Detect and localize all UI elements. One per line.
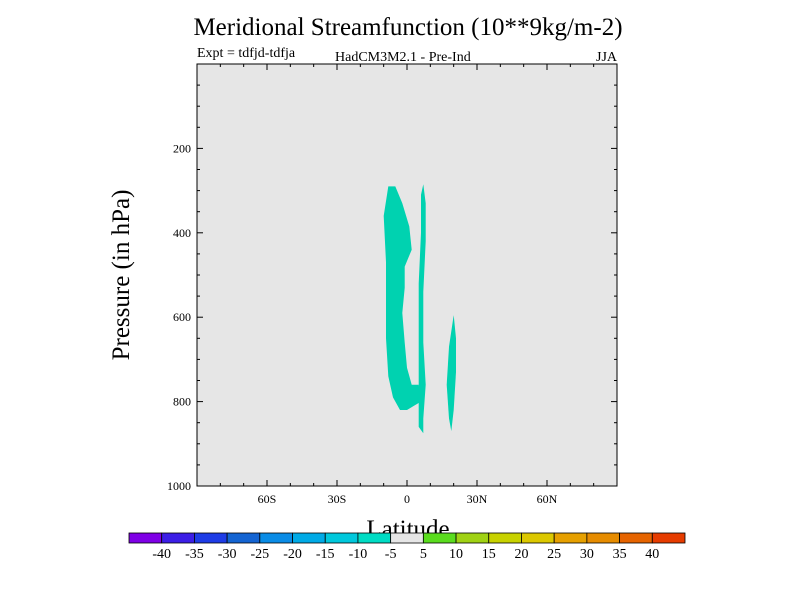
colorbar-label: 30 [580,547,594,562]
colorbar-swatch [651,532,686,544]
colorbar-label: 5 [420,547,427,562]
x-tick-label: 30N [467,492,488,506]
colorbar-label: -15 [316,547,335,562]
colorbar-label: 20 [514,547,528,562]
colorbar-label: -40 [152,547,171,562]
colorbar-label: 15 [482,547,496,562]
colorbar-swatch [226,532,261,544]
chart-title: Meridional Streamfunction (10**9kg/m-2) [193,14,623,41]
colorbar-label: -20 [283,547,302,562]
colorbar-swatch [553,532,588,544]
region-equatorial-band [383,186,421,410]
colorbar-label: -35 [185,547,204,562]
y-tick-label: 800 [173,395,191,409]
plot-background [197,64,617,486]
colorbar-swatch [194,532,228,544]
colorbar-swatch [357,532,392,544]
colorbar-swatch [161,532,195,544]
colorbar-swatch [586,532,620,544]
colorbar-label: -25 [250,547,269,562]
colorbar-swatch [292,532,326,544]
colorbar-label: 35 [613,547,627,562]
colorbar-swatch [455,532,490,544]
y-tick-label: 1000 [167,479,191,493]
x-tick-label: 60N [537,492,558,506]
model-label: HadCM3M2.1 - Pre-Ind [335,50,471,65]
colorbar-label: 40 [645,547,659,562]
colorbar-swatch [259,532,293,544]
colorbar-swatch [324,532,359,544]
colorbar-swatch [390,532,424,544]
x-tick-label: 30S [328,492,347,506]
y-tick-label: 600 [173,310,191,324]
colorbar-label: -10 [349,547,368,562]
colorbar-swatch [488,532,522,544]
colorbar-swatch [422,532,457,544]
colorbar-swatch [128,532,163,544]
colorbar-swatch [521,532,555,544]
x-tick-label: 60S [258,492,277,506]
region-6n-band [418,184,426,434]
x-tick-label: 0 [404,492,410,506]
colorbar-label: 10 [449,547,463,562]
y-tick-label: 200 [173,141,191,155]
colorbar-label: 25 [547,547,561,562]
colorbar-label: -30 [218,547,237,562]
colorbar-swatch [619,532,653,544]
experiment-label: Expt = tdfjd-tdfja [197,46,296,61]
y-tick-label: 400 [173,226,191,240]
colorbar-label: -5 [385,547,397,562]
season-label: JJA [596,50,618,65]
region-20n-band [446,315,456,432]
